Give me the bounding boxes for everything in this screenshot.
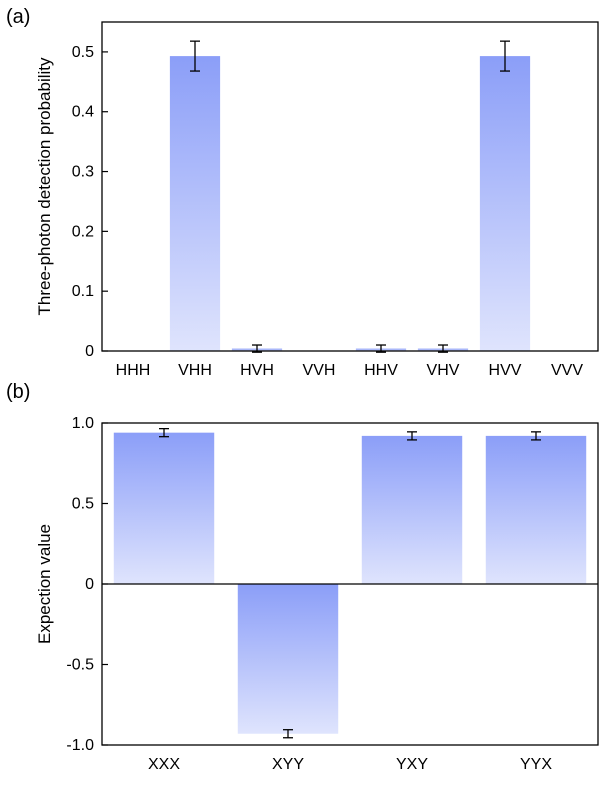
y-tick-label: -0.5 (66, 657, 94, 674)
bar-yxy (361, 435, 463, 584)
y-tick-label: 0.5 (72, 496, 94, 513)
x-tick-label-yyx: YYX (520, 756, 552, 773)
error-bar-xyy (283, 729, 293, 739)
panel-label-b: (b) (6, 381, 31, 403)
error-bar-vhh (190, 40, 200, 72)
y-tick-label: 0 (85, 343, 94, 360)
bar-hvv (479, 56, 531, 351)
chart-b-expectation-values: XXX XYY YXY YYX 1.0 0.5 0 -0.5 -1.0 Expection val… (35, 415, 599, 773)
y-tick-label: 0.4 (72, 104, 94, 121)
bar-xxx (113, 432, 215, 584)
x-tick-label-hhh: HHH (116, 362, 151, 379)
bar-yyx (485, 435, 587, 584)
x-tick-label-vhv: VHV (427, 362, 460, 379)
y-axis-label: Expection value (35, 524, 54, 644)
y-tick-label: 0.5 (72, 44, 94, 61)
error-bar-yxy (407, 431, 417, 441)
error-bar-yyx (531, 431, 541, 441)
x-tick-label-vvv: VVV (551, 362, 583, 379)
y-tick-label: 0 (85, 576, 94, 593)
x-tick-label-xyy: XYY (272, 756, 304, 773)
error-bar-hvv (500, 40, 510, 72)
plot-frame (101, 21, 599, 352)
y-tick-label: -1.0 (66, 737, 94, 754)
x-tick-label-hvh: HVH (240, 362, 274, 379)
bar-xyy (237, 584, 339, 734)
panel-label-a: (a) (6, 6, 31, 28)
y-tick-label: 1.0 (72, 415, 94, 432)
y-axis-label: Three-photon detection probability (35, 57, 54, 315)
chart-a-three-photon-probability: HHH VHH HVH VVH HHV VHV HVV VVV 0 0.1 0.2 0.3 0.4 0.5… (35, 21, 599, 379)
x-tick-label-vvh: VVH (303, 362, 336, 379)
x-tick-label-hhv: HHV (364, 362, 398, 379)
x-tick-label-hvv: HVV (489, 362, 522, 379)
x-tick-label-vhh: VHH (178, 362, 212, 379)
y-tick-label: 0.2 (72, 223, 94, 240)
error-bar-xxx (159, 427, 169, 438)
x-tick-label-yxy: YXY (396, 756, 428, 773)
bar-vhh (169, 56, 221, 351)
x-tick-label-xxx: XXX (148, 756, 180, 773)
y-tick-label: 0.3 (72, 164, 94, 181)
y-tick-label: 0.1 (72, 283, 94, 300)
